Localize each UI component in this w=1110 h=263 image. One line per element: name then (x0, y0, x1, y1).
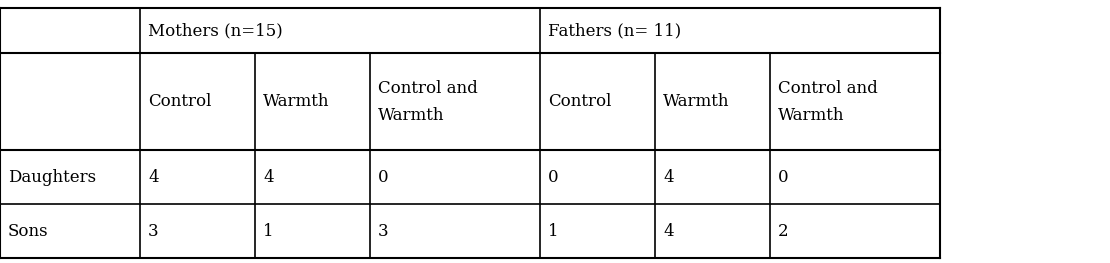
Text: Sons: Sons (8, 222, 49, 240)
Text: Mothers (n=15): Mothers (n=15) (148, 22, 283, 39)
Text: Control and
Warmth: Control and Warmth (778, 79, 878, 124)
Text: 1: 1 (263, 222, 274, 240)
Text: 4: 4 (663, 169, 674, 186)
Text: Daughters: Daughters (8, 169, 97, 186)
Text: 1: 1 (548, 222, 558, 240)
Text: 3: 3 (148, 222, 159, 240)
Text: Control and
Warmth: Control and Warmth (379, 79, 477, 124)
Text: 2: 2 (778, 222, 788, 240)
Text: 4: 4 (263, 169, 274, 186)
Text: 0: 0 (548, 169, 558, 186)
Text: Fathers (n= 11): Fathers (n= 11) (548, 22, 682, 39)
Text: Control: Control (548, 93, 612, 110)
Text: Warmth: Warmth (263, 93, 330, 110)
Text: 0: 0 (778, 169, 788, 186)
Text: 0: 0 (379, 169, 388, 186)
Text: Control: Control (148, 93, 211, 110)
Text: Warmth: Warmth (663, 93, 729, 110)
Text: 4: 4 (663, 222, 674, 240)
Text: 4: 4 (148, 169, 159, 186)
Text: 3: 3 (379, 222, 388, 240)
